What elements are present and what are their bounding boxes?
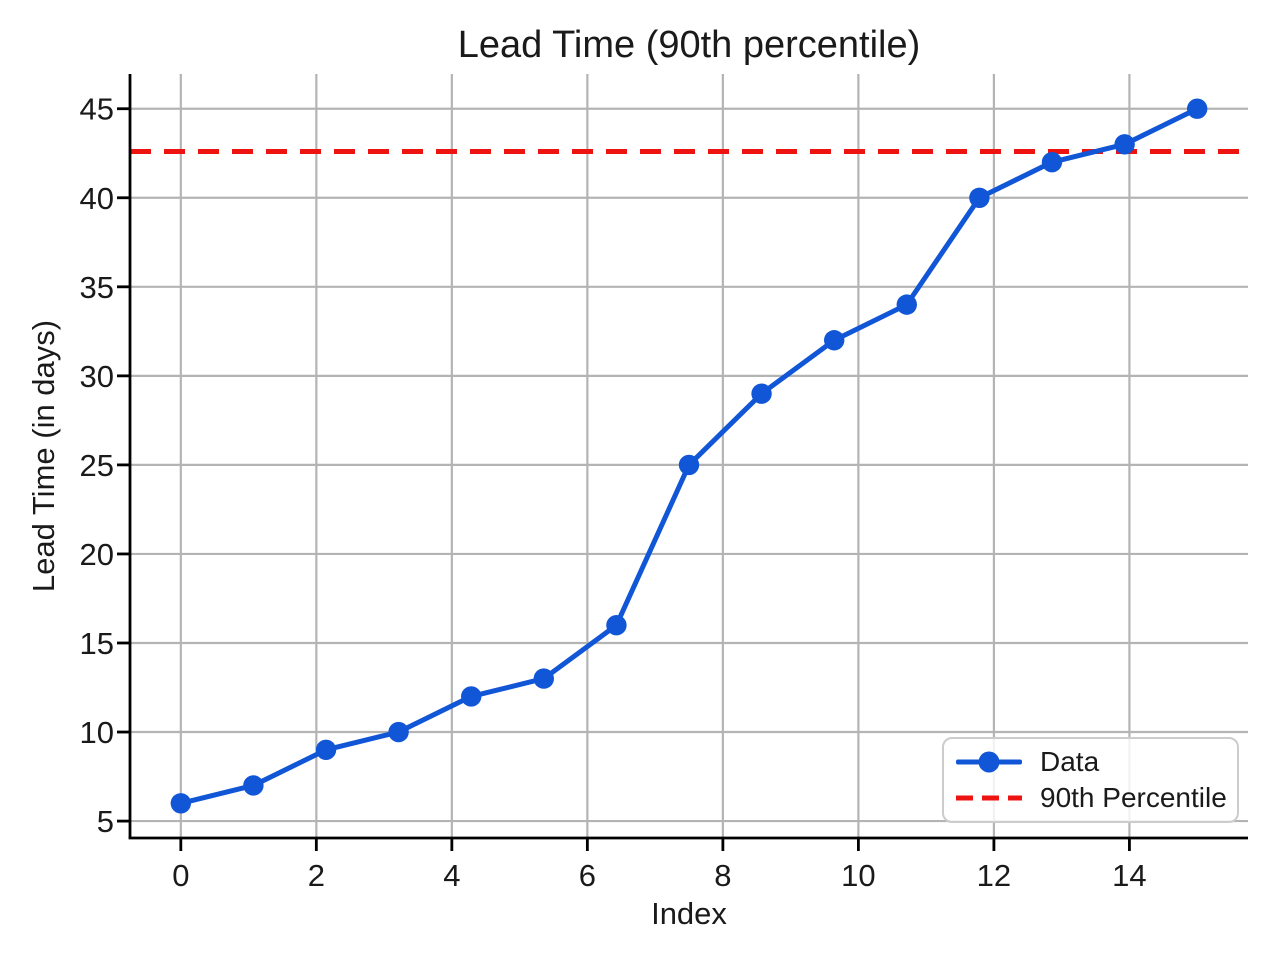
data-point	[388, 721, 409, 743]
data-point	[969, 187, 990, 208]
y-tick-label: 25	[80, 448, 114, 483]
data-point	[533, 668, 554, 689]
legend: Data 90th Percentile	[942, 737, 1239, 823]
x-tick-label: 0	[172, 858, 189, 893]
y-tick-label: 40	[80, 181, 114, 216]
data-point	[170, 793, 192, 814]
y-tick-label: 45	[80, 92, 114, 127]
data-point	[243, 775, 264, 796]
y-tick-label: 10	[80, 715, 114, 750]
y-tick-label: 5	[97, 804, 114, 839]
y-tick-label: 20	[80, 537, 114, 572]
legend-label-percentile: 90th Percentile	[1040, 781, 1227, 813]
chart-title: Lead Time (90th percentile)	[457, 24, 921, 66]
data-point	[461, 686, 482, 707]
data-line-sample-icon	[956, 751, 1022, 773]
data-point	[896, 294, 917, 315]
data-point	[1186, 98, 1208, 119]
data-point	[678, 454, 700, 476]
y-tick-label: 15	[80, 626, 114, 661]
x-tick-label: 14	[1112, 858, 1146, 893]
y-axis-label: Lead Time (in days)	[26, 319, 61, 593]
legend-item-percentile: 90th Percentile	[956, 782, 1227, 814]
x-tick-label: 10	[841, 858, 875, 893]
legend-item-data: Data	[956, 746, 1227, 778]
data-point	[824, 330, 845, 351]
data-point	[751, 383, 772, 404]
legend-label-data: Data	[1040, 746, 1100, 778]
data-marker-icon	[978, 751, 1000, 773]
data-point	[1041, 151, 1063, 173]
y-tick-label: 35	[80, 270, 114, 305]
x-tick-label: 6	[579, 858, 596, 893]
x-tick-label: 4	[443, 858, 460, 893]
percentile-line-sample-icon	[956, 787, 1022, 809]
percentile-dash-swatch	[956, 795, 1022, 801]
x-tick-label: 8	[714, 858, 731, 893]
x-tick-label: 12	[977, 858, 1011, 893]
data-point	[606, 614, 627, 636]
x-tick-label: 2	[308, 858, 325, 893]
y-tick-label: 30	[80, 359, 114, 394]
data-point	[315, 739, 337, 761]
data-point	[1114, 134, 1135, 155]
x-axis-label: Index	[651, 896, 727, 931]
